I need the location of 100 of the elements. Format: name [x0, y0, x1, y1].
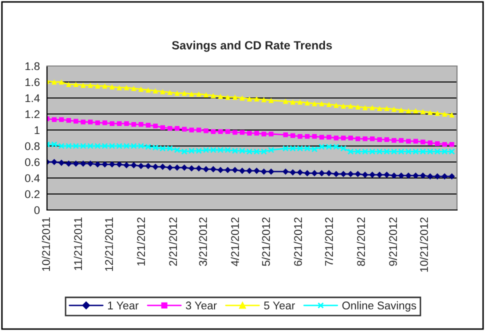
point	[355, 136, 360, 142]
point	[333, 170, 340, 178]
y-tick-label: 1.4	[25, 94, 40, 102]
point	[204, 128, 208, 134]
point	[239, 168, 246, 174]
point	[94, 161, 101, 168]
point	[94, 83, 100, 89]
y-tick-label: 1.6	[25, 78, 40, 86]
legend-label: 1 Year	[108, 302, 139, 310]
point	[145, 162, 152, 170]
point	[116, 161, 122, 168]
point	[362, 136, 368, 142]
y-tick-label: 0.2	[25, 190, 40, 198]
point	[203, 92, 209, 98]
point	[282, 98, 288, 104]
y-tick-label: 1	[34, 126, 40, 134]
point	[413, 108, 418, 114]
point	[442, 111, 448, 117]
point	[420, 140, 426, 144]
point	[326, 134, 332, 140]
point	[435, 141, 440, 146]
point	[376, 172, 383, 178]
point	[74, 118, 78, 124]
point	[218, 129, 223, 134]
point	[296, 169, 304, 176]
point	[196, 128, 202, 132]
x-tick-label: 5/21/2012	[262, 217, 270, 266]
y-tick-label: 0	[34, 206, 40, 214]
point	[240, 130, 245, 135]
x-tick-label: 12/21/2011	[104, 217, 113, 271]
point	[138, 162, 144, 170]
point	[102, 83, 108, 89]
point	[283, 132, 288, 138]
point	[174, 126, 180, 131]
point	[196, 165, 202, 172]
point	[341, 136, 346, 140]
point	[406, 108, 412, 114]
point	[398, 138, 404, 143]
point	[152, 164, 159, 170]
point	[319, 134, 324, 140]
point	[406, 138, 411, 144]
point	[384, 172, 390, 178]
point	[268, 132, 274, 136]
point	[232, 130, 238, 135]
point	[334, 102, 339, 108]
point	[88, 120, 93, 124]
y-tick-label: 0.8	[25, 142, 40, 150]
point	[448, 173, 455, 180]
point	[95, 120, 100, 126]
point	[146, 122, 151, 128]
point	[167, 90, 173, 96]
point	[181, 164, 188, 171]
point	[146, 87, 151, 93]
point	[449, 142, 454, 147]
point	[102, 161, 108, 168]
point	[392, 138, 396, 143]
point	[282, 168, 289, 175]
point	[290, 133, 296, 138]
point	[152, 88, 158, 94]
point	[261, 96, 267, 102]
point	[108, 161, 116, 168]
point	[188, 91, 194, 97]
point	[182, 90, 187, 96]
point	[254, 130, 260, 136]
x-tick-label: 9/21/2012	[388, 217, 397, 266]
point	[340, 170, 347, 178]
legend-label: Online Savings	[342, 301, 416, 312]
point	[348, 103, 354, 109]
point	[131, 122, 136, 127]
point	[110, 121, 114, 126]
point	[188, 165, 195, 172]
x-tick-label: 4/21/2012	[230, 217, 239, 266]
point	[88, 82, 94, 88]
point	[311, 170, 318, 176]
point	[312, 134, 317, 139]
point	[58, 79, 64, 85]
point	[80, 160, 86, 167]
point	[427, 173, 434, 180]
point	[73, 82, 79, 88]
point	[298, 134, 302, 139]
point	[87, 160, 94, 167]
legend-label: 5 Year	[264, 302, 295, 310]
point	[355, 104, 360, 110]
point	[80, 120, 86, 124]
point	[232, 94, 238, 100]
point	[66, 118, 72, 123]
y-tick-label: 1.2	[25, 110, 40, 118]
point	[304, 134, 310, 139]
point	[390, 172, 398, 179]
point	[420, 172, 426, 179]
x-tick-label: 7/21/2012	[324, 217, 333, 266]
x-tick-label: 10/21/2011	[42, 217, 50, 271]
point	[318, 170, 325, 176]
point	[218, 94, 224, 100]
point	[246, 168, 253, 174]
point	[254, 168, 260, 174]
point	[412, 172, 419, 179]
x-tick-label: 2/21/2012	[168, 217, 178, 266]
point	[384, 106, 390, 112]
point	[138, 122, 144, 127]
